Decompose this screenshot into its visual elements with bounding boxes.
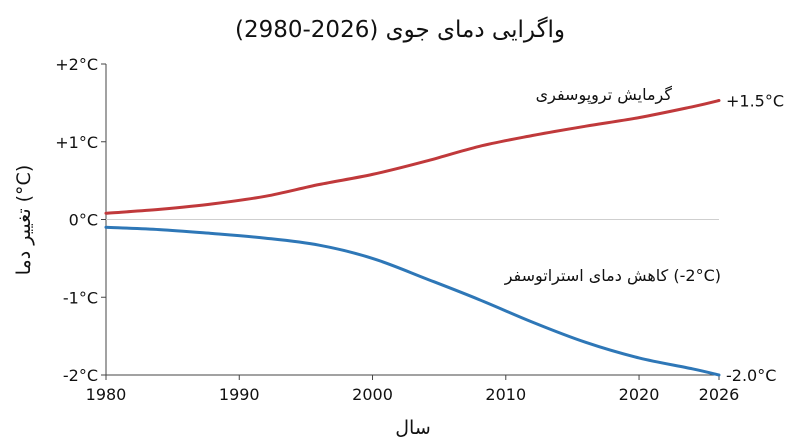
end-value-label-troposphere: +1.5°C bbox=[726, 92, 784, 111]
x-tick-label: 2010 bbox=[485, 385, 526, 404]
series-line-troposphere bbox=[104, 99, 721, 215]
series-line-stratosphere bbox=[104, 225, 721, 377]
chart-title: واگرایی دمای جوی (2026-2980) bbox=[235, 16, 565, 43]
annotations: +1.5°C گرمایش تروپوسفری -2.0°C کاهش دمای اس… bbox=[504, 85, 784, 385]
y-tick-label: -2°C bbox=[63, 366, 98, 385]
annotation-troposphere: گرمایش تروپوسفری bbox=[536, 85, 673, 105]
x-tick-label: 1990 bbox=[219, 385, 260, 404]
y-tick-label: 0°C bbox=[69, 211, 98, 230]
annotation-stratosphere: کاهش دمای استراتوسفر (-2°C) bbox=[504, 266, 721, 286]
x-ticks: 1980 1990 2000 2010 2020 2026 bbox=[86, 375, 740, 404]
axes bbox=[105, 64, 719, 376]
y-tick-label: +1°C bbox=[55, 133, 98, 152]
x-axis-label: سال bbox=[395, 417, 431, 439]
series-lines bbox=[104, 99, 721, 377]
y-axis-label: تغییر دما (°C) bbox=[13, 165, 35, 276]
x-tick-label: 1980 bbox=[86, 385, 127, 404]
end-value-label-stratosphere: -2.0°C bbox=[726, 366, 776, 385]
x-tick-label: 2000 bbox=[352, 385, 393, 404]
y-tick-label: -1°C bbox=[63, 288, 98, 307]
x-tick-label: 2020 bbox=[619, 385, 660, 404]
x-tick-label: 2026 bbox=[699, 385, 740, 404]
y-ticks: +2°C +1°C 0°C -1°C -2°C bbox=[55, 55, 106, 385]
y-tick-label: +2°C bbox=[55, 55, 98, 74]
